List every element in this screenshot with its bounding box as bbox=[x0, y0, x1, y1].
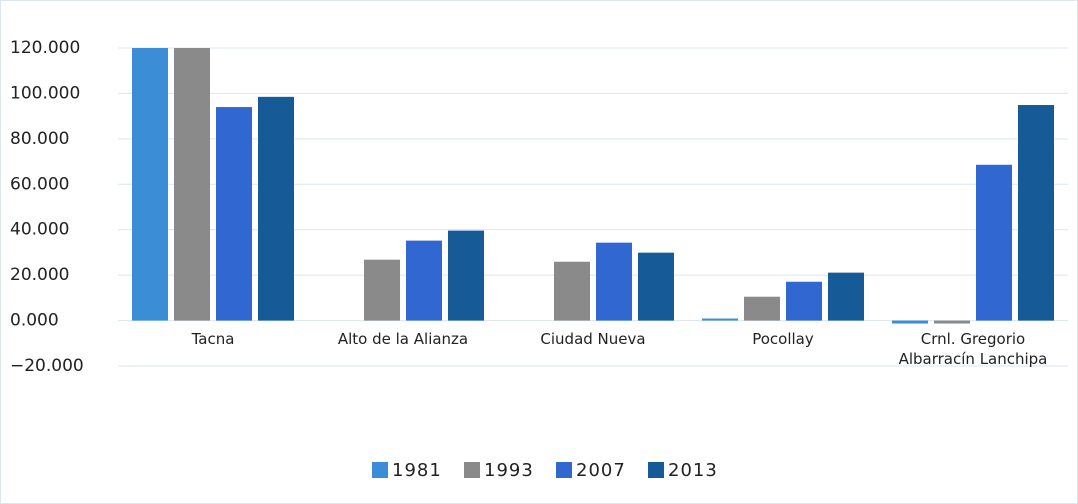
bar bbox=[976, 164, 1012, 321]
y-tick-label: 0.000 bbox=[10, 311, 59, 331]
bar bbox=[786, 281, 822, 321]
legend-swatch bbox=[372, 462, 388, 478]
legend-label: 1981 bbox=[392, 460, 442, 481]
y-tick-label: 120.000 bbox=[10, 38, 80, 58]
legend-swatch bbox=[556, 462, 572, 478]
bar bbox=[406, 240, 442, 321]
bar bbox=[744, 296, 780, 321]
y-tick-label: 60.000 bbox=[10, 174, 69, 194]
y-tick-label: −20.000 bbox=[10, 356, 84, 376]
bar bbox=[258, 96, 294, 321]
y-tick-label: 80.000 bbox=[10, 129, 69, 149]
x-tick-label: Alto de la Alianza bbox=[337, 329, 469, 348]
legend-label: 2007 bbox=[576, 460, 626, 481]
x-tick-label: Pocollay bbox=[752, 329, 814, 348]
bar bbox=[596, 242, 632, 321]
legend-label: 2013 bbox=[668, 460, 718, 481]
bar bbox=[216, 107, 252, 321]
bar bbox=[638, 252, 674, 321]
bar bbox=[174, 48, 210, 321]
x-tick-label: Tacna bbox=[191, 329, 235, 348]
bar bbox=[448, 230, 484, 321]
y-tick-label: 100.000 bbox=[10, 83, 80, 103]
bar bbox=[1018, 105, 1054, 321]
y-tick-label: 20.000 bbox=[10, 265, 69, 285]
bar bbox=[364, 259, 400, 321]
bar bbox=[554, 261, 590, 321]
x-tick-label: Crnl. Gregorio Albarracín Lanchipa bbox=[898, 329, 1048, 368]
y-tick-label: 40.000 bbox=[10, 220, 69, 240]
legend-swatch bbox=[464, 462, 480, 478]
bar bbox=[132, 48, 168, 321]
legend-label: 1993 bbox=[484, 460, 534, 481]
bar bbox=[934, 320, 970, 324]
bar bbox=[702, 318, 738, 321]
x-tick-label: Ciudad Nueva bbox=[540, 329, 646, 348]
legend-swatch bbox=[648, 462, 664, 478]
bar bbox=[892, 320, 928, 324]
bar bbox=[828, 272, 864, 321]
